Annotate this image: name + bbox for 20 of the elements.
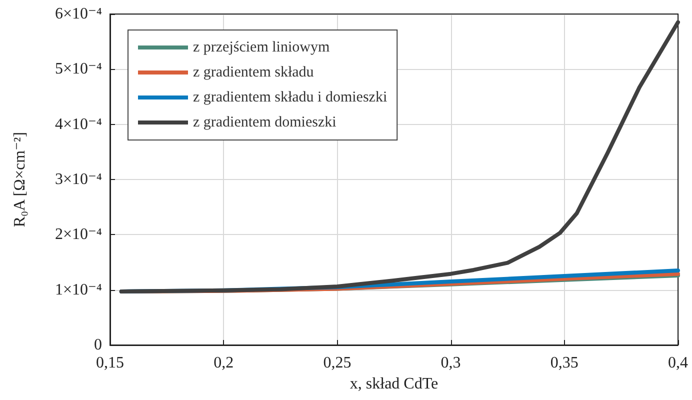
x-tick-label: 0,35 [550,354,578,372]
y-tick-label: 3×10⁻⁴ [54,171,102,188]
x-tick-label: 0,25 [323,354,352,372]
legend-label: z gradientem składu [193,64,314,80]
line-series [119,20,680,294]
y-tick-label: 6×10⁻⁴ [54,6,102,22]
y-tick-label: 4×10⁻⁴ [54,116,102,133]
y-tick-label: 0 [94,336,102,354]
x-tick-label: 0,3 [440,354,461,372]
y-tick-label: 5×10⁻⁴ [54,60,102,78]
legend-label: z gradientem składu i domieszki [193,90,388,106]
x-axis-title: x, skład CdTe [350,375,438,392]
legend-label: z gradientem domieszki [193,114,336,130]
x-tick-label: 0,2 [214,354,234,372]
y-tick-label: 1×10⁻⁴ [54,281,102,298]
y-tick-label: 2×10⁻⁴ [54,226,102,244]
x-tick-label: 0,4 [668,354,688,372]
legend-label: z przejściem liniowym [193,40,330,56]
y-axis-title: R₀A [Ω×cm⁻²] [12,132,28,228]
x-tick-label: 0,15 [96,354,124,372]
